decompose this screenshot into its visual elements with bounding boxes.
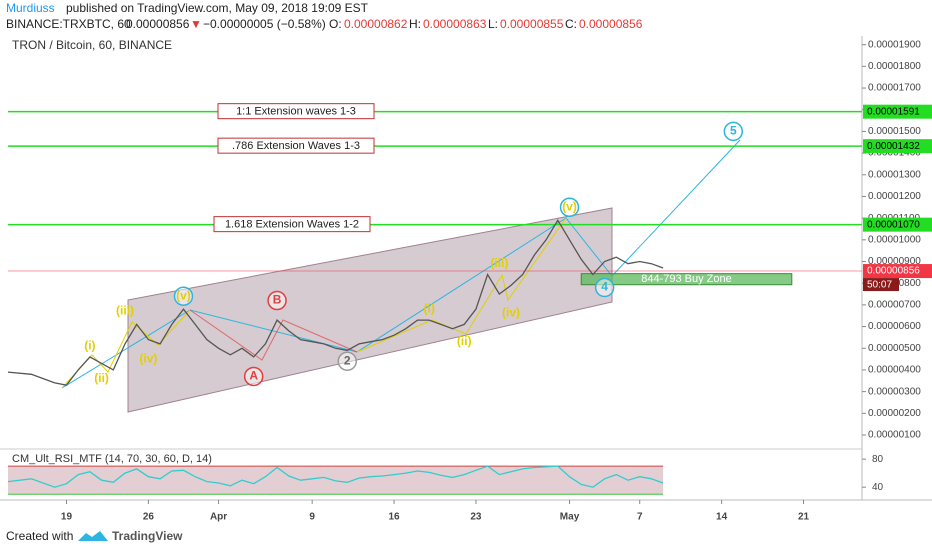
rsi-title: CM_Ult_RSI_MTF (14, 70, 30, 60, D, 14) [12,453,212,465]
wave-ring [723,121,744,142]
author[interactable]: Murdiuss [6,1,55,15]
y-tick-label: 0.00000400 [868,365,921,376]
x-tick-label: 26 [143,512,155,523]
y-tick-label: 0.00000600 [868,321,921,332]
y-tick-label: 0.00000700 [868,300,921,311]
wave-label: B [273,293,282,307]
symbol: BINANCE:TRXBTC, 60 [6,17,131,31]
wave-line [61,139,741,389]
x-tick-label: 7 [637,512,643,523]
y-tick-label: 0.00001500 [868,126,921,137]
logo [78,531,108,541]
countdown: 50:07 [867,280,892,291]
y-tick-label: 0.00000100 [868,430,921,441]
subwave-line [356,217,567,353]
footer-created: Created with [6,529,73,543]
c-label: C: [565,17,577,31]
wave-label: (iv) [139,351,157,365]
level-price-tag [863,104,932,119]
change: −0.00000005 (−0.58%) [203,17,326,31]
wave-label: A [249,369,258,383]
wave-label: (ii) [457,334,472,348]
buy-zone-label: 844-793 Buy Zone [641,273,732,285]
wave-ring [173,286,194,306]
rsi-y-tick-label: 80 [872,454,884,465]
wave-label: (i) [423,301,434,315]
wave-ring [337,351,358,372]
y-tick-label: 0.00001200 [868,191,921,202]
y-tick-label: 0.00001400 [868,148,921,159]
correction-line [189,309,358,361]
level-price-tag [863,217,932,232]
x-tick-label: Apr [210,512,227,523]
x-tick-label: 19 [61,512,73,523]
change-arrow: ▼ [190,17,202,31]
level-price: 0.00001070 [867,219,920,230]
l-value: 0.00000855 [500,17,564,31]
wave-ring [594,277,615,298]
x-tick-label: 9 [309,512,315,523]
wave-label: 2 [344,353,351,367]
price: 0.00000856 [126,17,190,31]
footer-brand[interactable]: TradingView [112,529,183,543]
rsi-y-tick-label: 40 [872,482,884,493]
channel [127,207,613,413]
published: published on TradingView.com, May 09, 20… [66,1,369,15]
level-price: 0.00001591 [867,106,920,117]
chart-title: TRON / Bitcoin, 60, BINANCE [12,38,172,52]
level-label-box [217,103,375,120]
level-label-box [213,216,371,233]
wave-ring [243,366,264,387]
x-tick-label: May [560,512,580,523]
wave-label: (ii) [94,371,109,385]
rsi-line [7,465,664,488]
buy-zone [580,273,793,286]
x-tick-label: 23 [470,512,482,523]
price-line [7,219,664,386]
wave-ring [267,290,287,311]
level-label: 1:1 Extension waves 1-3 [236,106,356,118]
countdown-tag [863,278,899,292]
wave-label: (v) [562,199,577,213]
x-tick-label: 14 [716,512,728,523]
wave-label: (v) [176,288,191,302]
wave-ring [559,197,580,218]
y-tick-label: 0.00001700 [868,83,921,94]
level-price-tag [863,139,932,154]
o-value: 0.00000862 [344,17,408,31]
y-tick-label: 0.00000900 [868,256,921,267]
level-label-box [217,137,375,154]
wave-label: (iv) [502,306,520,320]
y-tick-label: 0.00001800 [868,61,921,72]
o-label: O: [329,17,342,31]
last-price-tag [863,264,932,279]
last-price: 0.00000856 [867,266,920,277]
wave-label: 5 [730,124,737,138]
x-tick-label: 21 [798,512,810,523]
x-tick-label: 16 [388,512,400,523]
level-price: 0.00001432 [867,141,920,152]
y-tick-label: 0.00000300 [868,386,921,397]
y-tick-label: 0.00001900 [868,39,921,50]
wave-label: (iii) [116,304,134,318]
wave-label: 4 [601,280,608,294]
l-label: L: [488,17,498,31]
wave-label: (i) [84,338,95,352]
level-label: .786 Extension Waves 1-3 [232,140,360,152]
y-tick-label: 0.00000200 [868,408,921,419]
rsi-band [8,466,664,495]
h-value: 0.00000863 [423,17,487,31]
y-tick-label: 0.00001300 [868,169,921,180]
y-tick-label: 0.00000500 [868,343,921,354]
c-value: 0.00000856 [579,17,643,31]
y-tick-label: 0.00001000 [868,234,921,245]
wave-label: (iii) [490,256,508,270]
h-label: H: [409,17,421,31]
level-label: 1.618 Extension Waves 1-2 [225,219,359,231]
